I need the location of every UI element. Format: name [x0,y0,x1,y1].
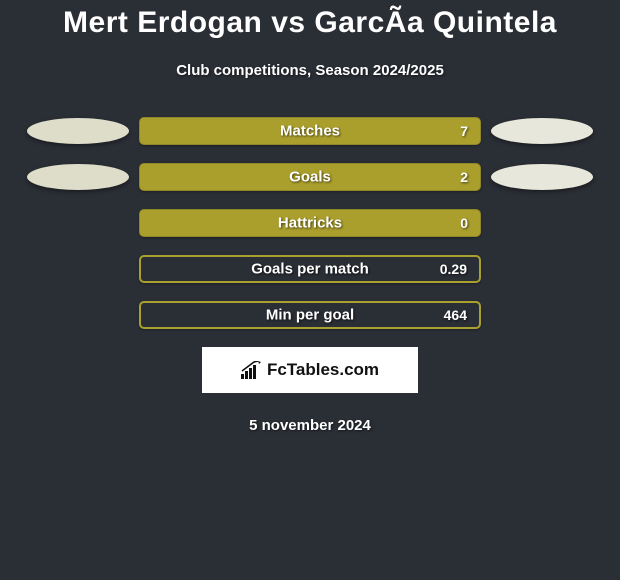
logo-text: FcTables.com [267,360,379,380]
left-ellipse [27,164,129,190]
stat-value: 2 [460,169,468,185]
stat-bar: Min per goal 464 [139,301,481,329]
stat-label: Hattricks [278,215,342,232]
date-label: 5 november 2024 [0,417,620,434]
right-ellipse [491,164,593,190]
stat-row: Goals 2 [0,163,620,191]
stat-label: Goals per match [251,261,369,278]
fctables-icon [241,361,263,379]
stat-row: Matches 7 [0,117,620,145]
stat-label: Goals [289,169,331,186]
page-title: Mert Erdogan vs GarcÃ­a Quintela [0,0,620,40]
stat-bar: Hattricks 0 [139,209,481,237]
stat-label: Min per goal [266,307,354,324]
stat-value: 7 [460,123,468,139]
right-ellipse [491,118,593,144]
stat-label: Matches [280,123,340,140]
stat-value: 0.29 [440,261,467,277]
logo-box: FcTables.com [202,347,418,393]
stat-bar: Goals per match 0.29 [139,255,481,283]
stat-row: Min per goal 464 [0,301,620,329]
comparison-chart: Matches 7 Goals 2 Hattricks 0 Goals per match 0… [0,117,620,329]
page-subtitle: Club competitions, Season 2024/2025 [0,62,620,79]
stat-bar: Matches 7 [139,117,481,145]
stat-row: Hattricks 0 [0,209,620,237]
left-ellipse [27,118,129,144]
stat-value: 0 [460,215,468,231]
stat-bar: Goals 2 [139,163,481,191]
stat-value: 464 [444,307,467,323]
stat-row: Goals per match 0.29 [0,255,620,283]
